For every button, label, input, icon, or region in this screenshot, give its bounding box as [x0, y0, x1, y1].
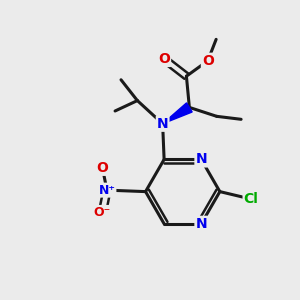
Text: O: O [202, 54, 214, 68]
Text: N: N [196, 152, 207, 167]
Text: N: N [196, 217, 207, 231]
Text: O⁻: O⁻ [94, 206, 111, 219]
Text: O: O [158, 52, 170, 66]
Polygon shape [163, 103, 192, 124]
Text: Cl: Cl [244, 192, 259, 206]
Text: N: N [157, 117, 168, 131]
Text: N⁺: N⁺ [98, 184, 116, 196]
Text: O: O [97, 161, 108, 175]
